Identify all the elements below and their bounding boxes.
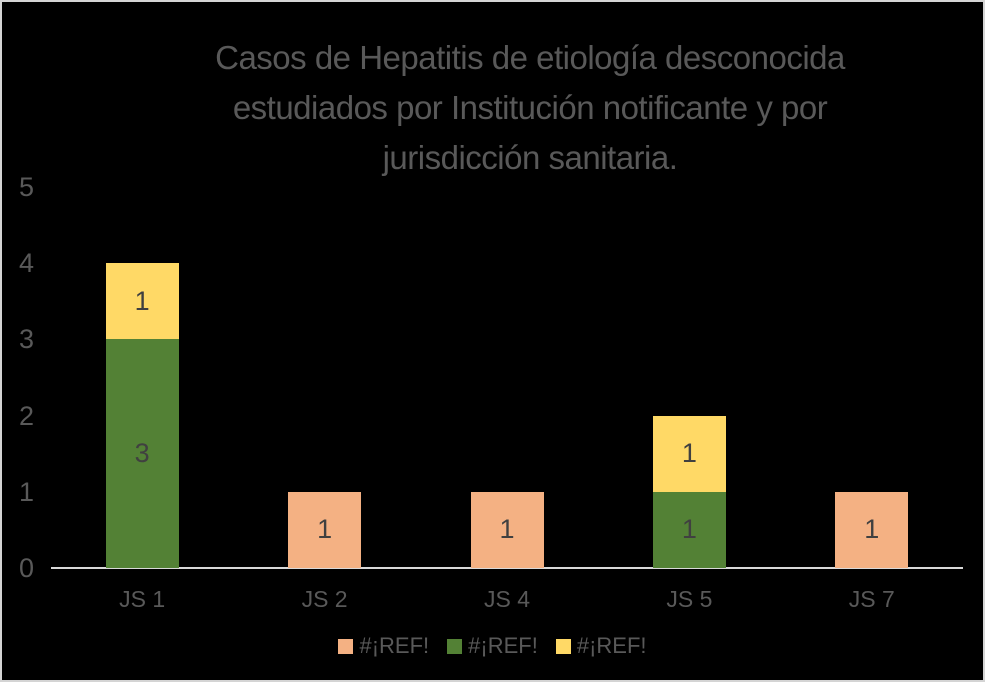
y-tick-label: 1	[18, 476, 34, 507]
bar-segment: 1	[652, 491, 726, 568]
legend-item: #¡REF!	[338, 635, 429, 657]
bar-segment: 1	[470, 491, 544, 568]
bar-segment: 1	[288, 491, 362, 568]
legend-label: #¡REF!	[468, 633, 538, 658]
y-tick-label: 4	[18, 248, 34, 279]
y-tick-label: 0	[18, 553, 34, 583]
legend-item: #¡REF!	[555, 633, 647, 658]
bar-segment: 1	[105, 263, 179, 340]
y-tick-label: 5	[18, 172, 34, 202]
bar-data-label: 1	[681, 438, 697, 469]
x-tick-label: JS 7	[848, 586, 895, 612]
legend-swatch-icon	[447, 638, 463, 654]
x-tick-label: JS 4	[483, 586, 531, 612]
legend-swatch-icon	[338, 638, 354, 654]
chart-title: Casos de Hepatitis de etiología desconoc…	[82, 33, 978, 183]
x-tick-label: JS 5	[666, 586, 713, 612]
bar-data-label: 1	[499, 514, 515, 545]
bar-segment: 1	[835, 491, 909, 568]
legend-swatch-icon	[555, 638, 571, 654]
y-tick-label: 2	[18, 400, 34, 431]
bar-data-label: 3	[134, 438, 150, 469]
bar-data-label: 1	[681, 514, 697, 545]
y-tick-label: 3	[18, 324, 34, 355]
legend-label: #¡REF!	[576, 633, 647, 658]
bar-data-label: 1	[134, 285, 150, 316]
bar-data-label: 1	[864, 514, 880, 545]
bar-segment: 3	[105, 339, 179, 568]
bar-segment: 1	[652, 415, 726, 492]
chart-title-line-2: estudiados por Institución notificante y…	[232, 89, 828, 126]
x-tick-label: JS 1	[119, 586, 166, 612]
chart-title-line-1: Casos de Hepatitis de etiología desconoc…	[215, 39, 845, 76]
legend-label: #¡REF!	[359, 633, 430, 658]
x-axis-line	[51, 567, 963, 569]
legend: #¡REF! #¡REF! #¡REF!	[2, 635, 983, 657]
legend-item: #¡REF!	[447, 635, 538, 657]
x-tick-label: JS 2	[301, 586, 348, 612]
chart-title-line-3: jurisdicción sanitaria.	[382, 139, 678, 176]
bar-data-label: 1	[317, 514, 333, 545]
